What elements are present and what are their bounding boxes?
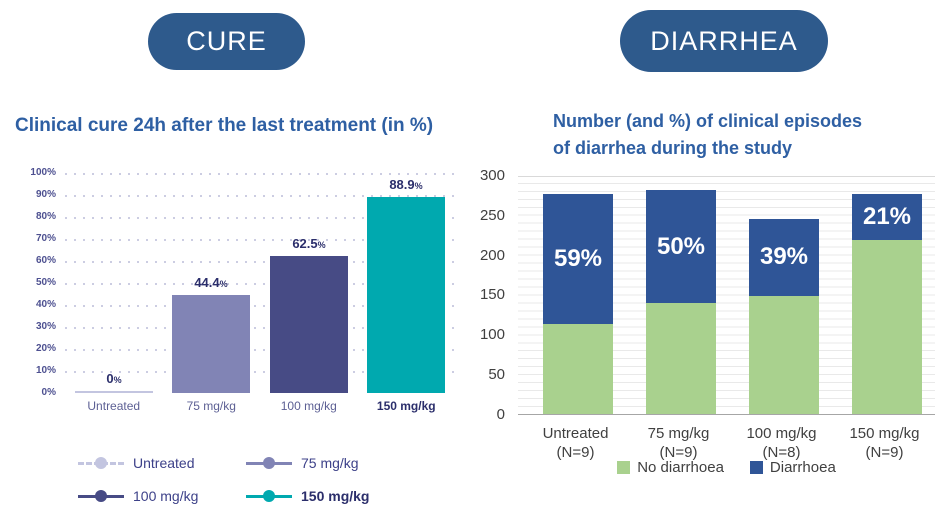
x-label-150mgkg: 150 mg/kg (376, 399, 436, 413)
gridline (65, 305, 455, 307)
segment-no-diarrhoea (852, 240, 922, 414)
bar-untreated-zero-line (75, 391, 153, 393)
cure-y-tick-0: 0% (41, 387, 56, 398)
x-label-150mgkg: 150 mg/kg (N=9) (833, 424, 936, 462)
cure-badge: CURE (148, 13, 305, 70)
gridline (65, 327, 455, 329)
cure-y-tick-10: 10% (35, 365, 56, 376)
legend-marker (78, 490, 124, 503)
cure-badge-label: CURE (186, 26, 267, 56)
bar-value-label: 44.4% (194, 275, 228, 291)
x-label-100mgkg: 100 mg/kg (280, 399, 337, 413)
diarrhea-chart-title: Number (and %) of clinical episodes of d… (553, 108, 923, 162)
legend-marker (246, 457, 292, 470)
bar-100mgkg (270, 255, 348, 393)
cure-y-tick-40: 40% (35, 299, 56, 310)
stacked-bar-untreated: 59% (543, 177, 613, 414)
cure-chart-title: Clinical cure 24h after the last treatme… (15, 115, 434, 136)
diarrhea-badge: DIARRHEA (620, 10, 828, 72)
diarrhea-legend: No diarrhoea Diarrhoea (518, 459, 935, 476)
x-label-75mgkg: 75 mg/kg (186, 399, 236, 413)
cure-y-tick-20: 20% (35, 343, 56, 354)
diarrhea-badge-label: DIARRHEA (650, 25, 798, 56)
gridline (65, 173, 455, 175)
stacked-bar-150mgkg: 21% (852, 177, 922, 414)
diarrhea-y-tick-0: 0 (496, 406, 505, 423)
legend-marker-dashed (78, 457, 124, 470)
bar-value-label: 0% (106, 371, 122, 386)
n-count: (N=9) (556, 444, 595, 461)
title-line-2: of diarrhea during the study (553, 138, 793, 158)
title-line-1: Number (and %) of clinical episodes (553, 111, 863, 131)
bar-column-untreated: 0% (65, 173, 163, 393)
pct-label: 39% (759, 243, 809, 271)
diarrhea-chart-plot: 59% 50% 39% 21% (518, 176, 935, 415)
cure-legend: Untreated 75 mg/kg 100 mg/kg 150 mg/kg (78, 452, 418, 507)
stacked-bar-100mgkg: 39% (749, 177, 819, 414)
stacked-bar-75mgkg: 50% (646, 177, 716, 414)
cure-x-axis-labels: Untreated 75 mg/kg 100 mg/kg 150 mg/kg (65, 399, 455, 413)
n-count: (N=9) (865, 444, 904, 461)
legend-swatch-icon (617, 461, 631, 474)
gridline (65, 239, 455, 241)
legend-swatch-icon (749, 461, 763, 474)
diarrhea-y-tick-150: 150 (479, 286, 505, 303)
n-count: (N=8) (762, 444, 801, 461)
diarrhea-y-tick-300: 300 (479, 167, 505, 184)
gridline (65, 349, 455, 351)
x-label-untreated: Untreated (N=9) (524, 424, 627, 462)
legend-dot-icon (95, 457, 107, 469)
gridline (65, 217, 455, 219)
x-label-untreated: Untreated (87, 399, 141, 413)
bar-value-label: 62.5% (292, 235, 326, 251)
segment-no-diarrhoea (646, 303, 716, 414)
cure-y-tick-50: 50% (35, 277, 56, 288)
cure-y-tick-80: 80% (35, 211, 56, 222)
legend-dot-icon (95, 490, 107, 502)
cure-y-tick-70: 70% (35, 233, 56, 244)
cure-y-tick-100: 100% (30, 167, 56, 178)
segment-no-diarrhoea (749, 295, 819, 414)
bar-column-75mgkg: 44.4% (162, 173, 260, 393)
bar-75mgkg (172, 295, 250, 393)
bar-column-150mgkg: 88.9% (357, 173, 455, 393)
legend-dot-icon (263, 457, 275, 469)
n-count: (N=9) (659, 444, 698, 461)
segment-diarrhoea: 39% (749, 218, 819, 296)
legend-item-diarrhoea: Diarrhoea (749, 459, 836, 476)
bar-value-label: 88.9% (389, 177, 423, 193)
legend-item-100mgkg: 100 mg/kg (78, 485, 246, 507)
gridline (65, 261, 455, 263)
diarrhea-y-tick-100: 100 (479, 326, 505, 343)
gridline (65, 371, 455, 373)
legend-item-75mgkg: 75 mg/kg (246, 452, 414, 474)
legend-item-150mgkg: 150 mg/kg (246, 485, 414, 507)
diarrhea-x-axis-labels: Untreated (N=9) 75 mg/kg (N=9) 100 mg/kg… (524, 424, 936, 462)
diarrhea-y-tick-200: 200 (479, 247, 505, 264)
bar-column-100mgkg: 62.5% (260, 173, 358, 393)
gridline (65, 283, 455, 285)
cure-chart-plot: 0% 44.4% 62.5% 88.9% (65, 173, 455, 393)
bar-150mgkg (367, 197, 445, 393)
segment-diarrhoea: 21% (852, 193, 922, 241)
diarrhea-y-tick-250: 250 (479, 207, 505, 224)
legend-dot-icon (263, 490, 275, 502)
segment-no-diarrhoea (543, 323, 613, 414)
legend-item-no-diarrhoea: No diarrhoea (617, 459, 724, 476)
pct-label: 59% (553, 244, 603, 272)
segment-diarrhoea: 50% (646, 190, 716, 304)
diarrhea-y-tick-50: 50 (488, 366, 505, 383)
cure-y-tick-30: 30% (35, 321, 56, 332)
legend-marker (246, 490, 292, 503)
legend-item-untreated: Untreated (78, 452, 246, 474)
cure-y-tick-90: 90% (35, 189, 56, 200)
segment-diarrhoea: 59% (543, 193, 613, 324)
pct-label: 21% (862, 202, 912, 230)
pct-label: 50% (656, 232, 706, 260)
gridline (65, 195, 455, 197)
cure-y-tick-60: 60% (35, 255, 56, 266)
x-label-75mgkg: 75 mg/kg (N=9) (627, 424, 730, 462)
x-label-100mgkg: 100 mg/kg (N=8) (730, 424, 833, 462)
